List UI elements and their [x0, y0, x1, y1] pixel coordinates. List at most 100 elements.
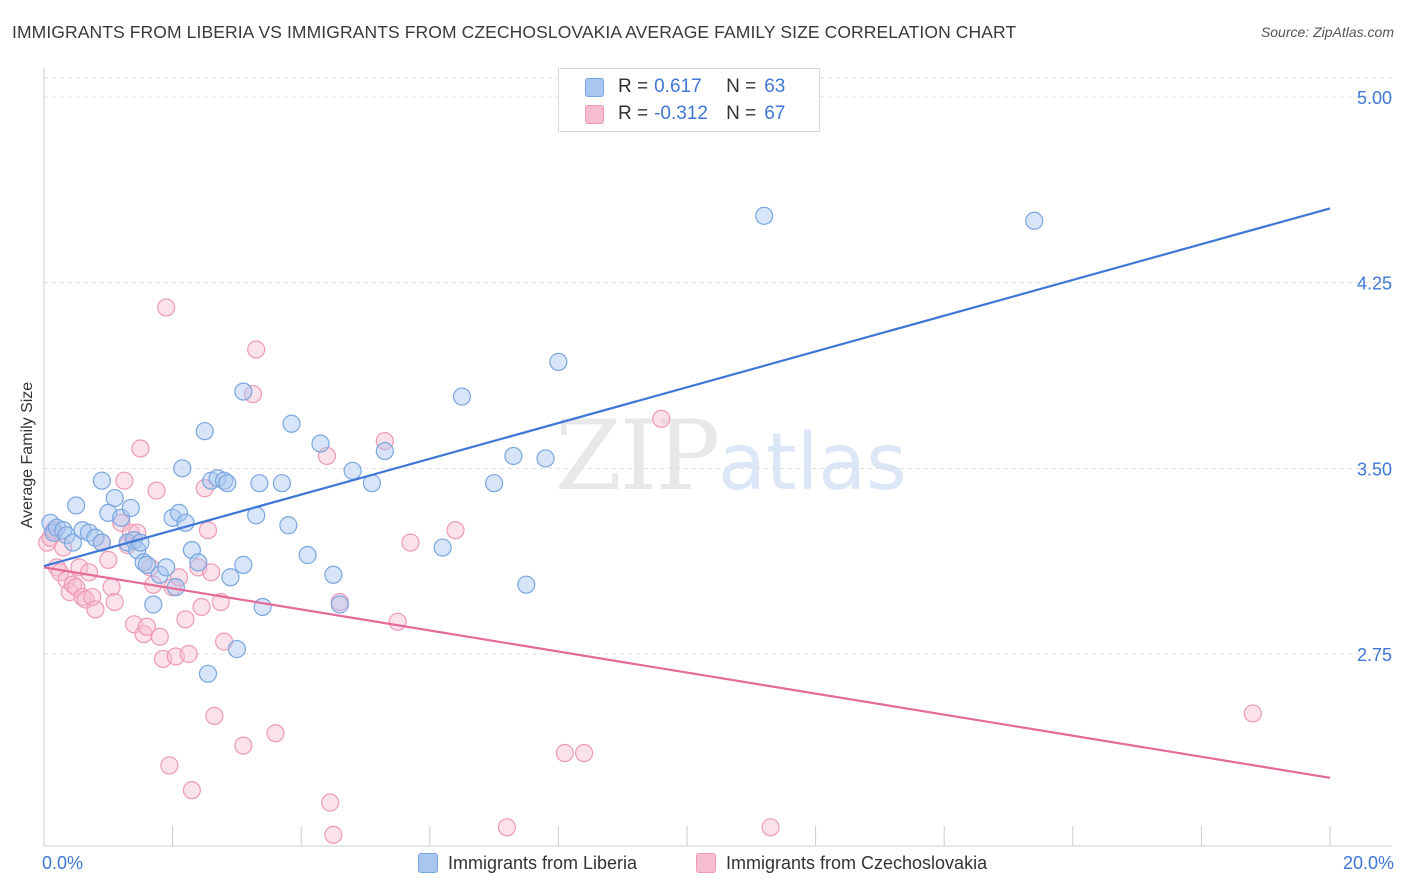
czech-point [67, 578, 86, 597]
liberia-point [112, 508, 131, 527]
czech-point [176, 610, 195, 629]
liberia-point [517, 575, 536, 594]
liberia-point [63, 533, 83, 552]
czech-point [137, 617, 156, 636]
liberia-point [282, 414, 301, 433]
czech-point [321, 793, 340, 812]
czech-point [86, 600, 105, 619]
liberia-point [54, 521, 73, 540]
x-tick-label-min: 0.0% [42, 853, 83, 873]
y-tick-label: 5.00 [1357, 88, 1392, 108]
liberia-point [755, 206, 774, 225]
czech-point [401, 533, 420, 552]
czech-point [150, 627, 169, 646]
liberia-point [67, 496, 86, 515]
liberia-point [169, 503, 189, 522]
n-label: N = [726, 76, 757, 97]
czech-swatch [585, 104, 604, 124]
czech-legend-swatch [696, 853, 716, 873]
n-value: 63 [764, 76, 786, 97]
r-label: R = [618, 76, 649, 97]
liberia-point [121, 498, 140, 518]
liberia-point [485, 474, 504, 493]
liberia-swatch [585, 77, 604, 97]
liberia-point [134, 553, 153, 572]
czech-trend-line [43, 566, 1331, 779]
x-tick-label-max: 20.0% [1343, 853, 1394, 873]
r-value: -0.312 [654, 103, 708, 124]
liberia-point [105, 488, 124, 508]
legend-row-czechoslovakia: R = -0.312 N = 67 [585, 101, 785, 127]
y-axis-label: Average Family Size [19, 381, 36, 529]
legend-item-czechoslovakia[interactable]: Immigrants from Czechoslovakia [696, 850, 987, 876]
czech-point [157, 298, 176, 317]
czech-point [112, 513, 131, 532]
y-tick-label: 4.25 [1357, 274, 1392, 294]
czech-point [160, 756, 179, 775]
czech-point [195, 479, 214, 498]
liberia-point [137, 555, 156, 574]
legend-label-czechoslovakia: Immigrants from Czechoslovakia [726, 852, 988, 873]
liberia-point [92, 471, 111, 490]
liberia-point [173, 459, 192, 478]
liberia-point [298, 545, 317, 565]
czech-point [198, 521, 218, 540]
watermark: ZIPatlas [555, 400, 907, 512]
czech-point [73, 587, 92, 607]
czech-point [63, 575, 83, 594]
liberia-point [330, 595, 349, 614]
liberia-point [157, 558, 176, 577]
czech-point [131, 439, 150, 458]
liberia-point [549, 352, 568, 371]
n-value: 67 [764, 103, 786, 124]
czech-point [446, 521, 465, 540]
czech-point [234, 736, 253, 755]
czech-point [115, 471, 134, 490]
liberia-point [198, 664, 218, 683]
liberia-point [221, 568, 240, 587]
czech-point [105, 592, 124, 612]
czech-point [202, 563, 221, 582]
czech-point [388, 612, 407, 631]
legend-row-liberia: R = 0.617 N = 63 [585, 74, 785, 100]
czech-point [324, 825, 343, 844]
correlation-legend: R = 0.617 N = 63 R = -0.312 N = 67 [558, 68, 820, 132]
czech-point [761, 818, 780, 837]
liberia-legend-swatch [418, 853, 438, 873]
chart-title: IMMIGRANTS FROM LIBERIA VS IMMIGRANTS FR… [12, 22, 1017, 42]
czech-point [102, 578, 121, 597]
liberia-point [234, 555, 253, 574]
czech-point [652, 409, 671, 428]
czech-point [182, 781, 201, 800]
liberia-point [279, 516, 298, 535]
liberia-point [150, 565, 169, 584]
liberia-point [375, 441, 394, 461]
czech-point [179, 644, 198, 664]
czech-point [205, 706, 224, 725]
czech-point [575, 743, 594, 763]
liberia-point [311, 434, 330, 453]
legend-label-liberia: Immigrants from Liberia [448, 852, 638, 873]
r-value: 0.617 [654, 76, 702, 97]
liberia-point [504, 446, 523, 466]
czech-point [79, 563, 99, 582]
czech-point [375, 432, 394, 451]
liberia-point [536, 449, 555, 468]
liberia-point [218, 474, 237, 493]
y-tick-label: 3.50 [1357, 459, 1392, 479]
liberia-point [144, 595, 163, 614]
watermark-zip: ZIP [555, 400, 720, 512]
liberia-point [1025, 211, 1044, 230]
czech-point [555, 743, 574, 763]
liberia-point [227, 639, 246, 659]
source-credit: Source: ZipAtlas.com [1260, 24, 1394, 40]
liberia-point [234, 382, 253, 401]
czech-point [266, 724, 285, 743]
czech-point [1243, 704, 1262, 723]
liberia-point [433, 538, 452, 557]
czech-point [247, 340, 266, 359]
legend-item-liberia[interactable]: Immigrants from Liberia [418, 850, 637, 876]
czech-point [192, 597, 211, 617]
czech-point [99, 550, 118, 570]
liberia-point [343, 461, 362, 480]
